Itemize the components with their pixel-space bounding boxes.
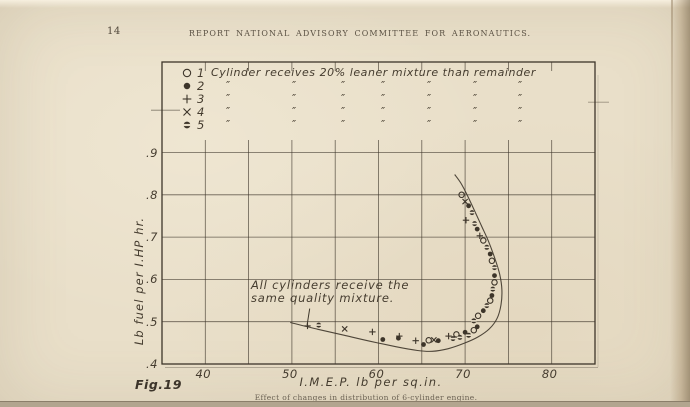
annotation-line-1: All cylinders receive the — [251, 278, 410, 292]
y-tick-label: .8 — [146, 187, 158, 202]
legend-series-number: 4 — [197, 105, 205, 119]
ditto-mark: ″ — [473, 79, 478, 92]
annotation-line-2: same quality mixture. — [251, 291, 395, 305]
ditto-mark: ″ — [341, 79, 346, 92]
ditto-mark: ″ — [427, 105, 432, 118]
ditto-mark: ″ — [427, 118, 432, 131]
data-points-cylinder-1 — [425, 191, 498, 344]
ditto-mark: ″ — [341, 105, 346, 118]
scan-bottom-edge — [0, 401, 690, 407]
ditto-mark: ″ — [518, 118, 523, 131]
y-tick-label: .7 — [146, 230, 158, 245]
ditto-mark: ″ — [226, 118, 231, 131]
ditto-mark: ″ — [381, 79, 386, 92]
y-tick-label: .9 — [146, 145, 158, 160]
ditto-mark: ″ — [226, 92, 231, 105]
legend-series-number: 2 — [197, 79, 205, 93]
fitted-curve — [290, 174, 503, 352]
legend-row-1-text: Cylinder receives 20% leaner mixture tha… — [211, 66, 536, 79]
legend-series-number: 1 — [197, 66, 205, 80]
y-tick-label: .6 — [146, 272, 158, 287]
legend-symbols — [182, 68, 192, 129]
x-tick-label: 40 — [195, 367, 212, 381]
data-points-cylinder-4 — [341, 198, 469, 343]
page-header-title: REPORT NATIONAL ADVISORY COMMITTEE FOR A… — [188, 29, 532, 38]
x-tick-label: 80 — [541, 367, 558, 381]
ditto-mark: ″ — [226, 105, 231, 118]
y-tick-label: .5 — [146, 314, 158, 329]
ditto-mark: ″ — [292, 92, 297, 105]
ditto-mark: ″ — [473, 118, 478, 131]
x-tick-label: 70 — [455, 367, 471, 381]
ditto-mark: ″ — [292, 105, 297, 118]
ditto-mark: ″ — [341, 118, 346, 131]
page-number: 14 — [107, 26, 121, 37]
scan-top-edge — [0, 0, 690, 8]
ditto-mark: ″ — [518, 92, 523, 105]
ditto-mark: ″ — [381, 118, 386, 131]
data-points-cylinder-2 — [380, 203, 497, 347]
legend-series-number: 5 — [197, 118, 205, 132]
x-axis-title: I.M.E.P. lb per sq.in. — [299, 375, 443, 389]
page-right-edge-shadow — [670, 0, 690, 407]
data-points-cylinder-3 — [304, 217, 483, 344]
ditto-mark: ″ — [381, 105, 386, 118]
plot-gridlines — [151, 62, 609, 364]
ditto-mark: ″ — [381, 92, 386, 105]
figure-label: Fig.19 — [135, 377, 182, 392]
ditto-mark: ″ — [473, 92, 478, 105]
ditto-mark: ″ — [292, 118, 297, 131]
ditto-mark: ″ — [473, 105, 478, 118]
ditto-mark: ″ — [226, 79, 231, 92]
y-tick-label: .4 — [146, 357, 158, 371]
legend-series-number: 3 — [197, 92, 205, 106]
ditto-mark: ″ — [292, 79, 297, 92]
ditto-mark: ″ — [518, 105, 523, 118]
annotation-leader-line — [306, 308, 311, 326]
ditto-mark: ″ — [341, 92, 346, 105]
plot-frame — [161, 61, 599, 368]
ditto-mark: ″ — [518, 79, 523, 92]
figure-caption: Effect of changes in distribution of 6-c… — [254, 393, 478, 402]
x-tick-label: 60 — [368, 367, 385, 381]
ditto-mark: ″ — [427, 79, 432, 92]
ditto-mark: ″ — [427, 92, 432, 105]
data-points-cylinder-5 — [315, 210, 498, 342]
x-tick-label: 50 — [282, 367, 298, 381]
